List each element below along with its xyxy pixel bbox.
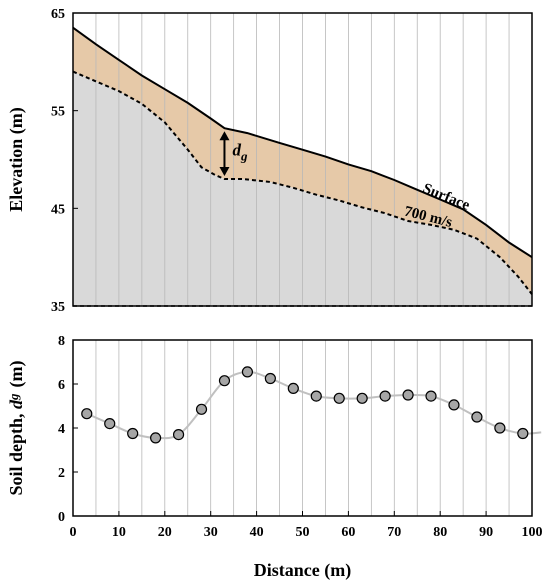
y-tick-label: 0	[58, 510, 65, 525]
soil-depth-curve	[86, 370, 542, 440]
elevation-plot-frame	[72, 12, 533, 307]
soil-depth-point	[127, 427, 139, 440]
soil-depth-point	[402, 389, 414, 401]
y-tick-label: 6	[58, 378, 65, 393]
soil-depth-point	[379, 390, 391, 402]
soil-depth-point	[218, 375, 231, 387]
elevation-y-ticks: 35 45 55 65	[51, 7, 78, 315]
depth-arrow-head-down	[219, 167, 230, 177]
soil-depth-point	[333, 392, 345, 404]
surface-line	[72, 26, 533, 259]
depth-arrow-head-up	[219, 131, 230, 141]
y-tick-label: 2	[58, 466, 65, 481]
soil-depth-point	[310, 390, 322, 402]
soil-depth-point	[287, 382, 299, 394]
soil-depth-arrow	[219, 131, 230, 177]
elevation-grid-overlay	[95, 13, 510, 306]
soil-depth-point	[448, 399, 460, 411]
x-tick-label: 40	[250, 525, 264, 540]
x-tick-label: 10	[112, 525, 126, 540]
soil-depth-point	[150, 432, 162, 444]
y-tick-label: 55	[51, 105, 65, 120]
soil-depth-point	[241, 366, 254, 378]
soil-depth-point	[471, 411, 483, 423]
soil-depth-point	[81, 408, 93, 420]
soil-depth-y-axis-label: Soil depth, dg(m)	[6, 360, 27, 495]
y-tick-label: 4	[58, 422, 65, 437]
soil-depth-point	[104, 418, 116, 430]
x-tick-label: 30	[204, 525, 218, 540]
x-tick-label: 60	[341, 525, 355, 540]
elevation-y-axis-label: Elevation (m)	[6, 107, 27, 211]
x-tick-label: 20	[158, 525, 172, 540]
x-tick-label: 0	[70, 525, 77, 540]
soil-depth-point	[356, 392, 368, 404]
x-tick-label: 100	[522, 525, 543, 540]
soil-depth-chart: 0 2 4 6 8 0 10 20 30 40 50 60 70 80 90 100 Soil depth,…	[6, 334, 543, 581]
soil-depth-symbol: dg	[232, 141, 248, 164]
soil-depth-point	[494, 422, 506, 434]
y-tick-label: 45	[51, 202, 65, 217]
y-tick-label: 35	[51, 300, 65, 315]
soil-depth-y-ticks: 0 2 4 6 8	[58, 334, 78, 525]
x-tick-label: 80	[433, 525, 447, 540]
x-tick-label: 50	[296, 525, 310, 540]
distance-x-axis-label: Distance (m)	[254, 560, 351, 581]
soil-depth-point	[172, 429, 185, 441]
soil-depth-point	[517, 427, 529, 440]
soil-depth-grid	[95, 340, 510, 516]
distance-x-ticks: 0 10 20 30 40 50 60 70 80 90 100	[70, 511, 543, 540]
soil-depth-point	[195, 403, 208, 415]
x-tick-label: 90	[479, 525, 493, 540]
soil-depth-points	[81, 366, 529, 444]
y-tick-label: 65	[51, 7, 65, 22]
soil-depth-point	[264, 372, 276, 385]
y-tick-label: 8	[58, 334, 65, 349]
soil-depth-point	[425, 390, 437, 402]
velocity-700-line	[72, 70, 533, 295]
x-tick-label: 70	[387, 525, 401, 540]
